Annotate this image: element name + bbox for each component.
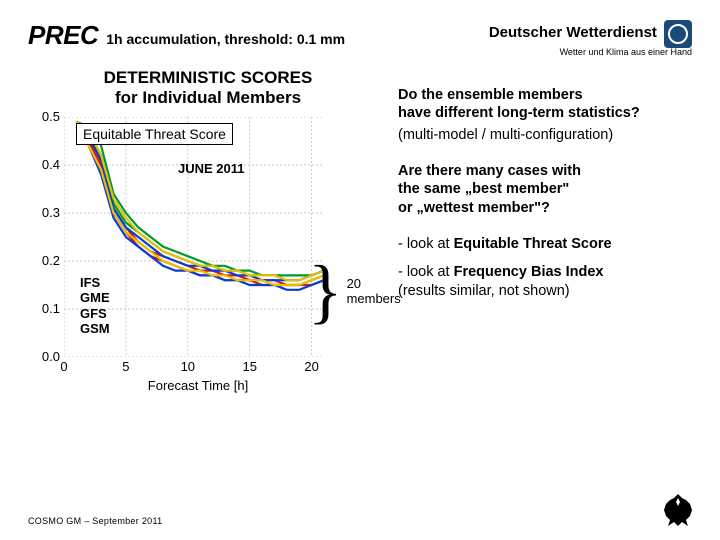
legend-item: GFS: [80, 306, 110, 322]
chart-box-label: Equitable Threat Score: [76, 123, 233, 145]
x-tick-label: 0: [54, 359, 74, 374]
y-tick-label: 0.1: [30, 301, 60, 316]
section-heading-l2: for Individual Members: [115, 88, 301, 107]
x-tick-label: 5: [116, 359, 136, 374]
footer-text: COSMO GM – September 2011: [28, 516, 162, 526]
chart-period-label: JUNE 2011: [178, 161, 245, 176]
section-heading: DETERMINISTIC SCORES for Individual Memb…: [28, 68, 388, 109]
x-axis-title: Forecast Time [h]: [28, 378, 368, 393]
ets-chart: Equitable Threat Score JUNE 2011 IFSGMEG…: [28, 115, 368, 375]
eagle-icon: [660, 490, 696, 530]
dwd-swirl-icon: [664, 20, 692, 48]
q1-l1: Do the ensemble members: [398, 87, 583, 103]
y-tick-label: 0.5: [30, 109, 60, 124]
dwd-logo: Deutscher Wetterdienst Wetter und Klima …: [489, 20, 692, 58]
legend-item: IFS: [80, 275, 110, 291]
q2-l3: or „wettest member"?: [398, 200, 550, 216]
q2-l1: Are there many cases with: [398, 163, 581, 179]
logo-line1: Deutscher Wetterdienst: [489, 24, 657, 41]
questions-panel: Do the ensemble members have different l…: [398, 68, 692, 375]
y-tick-label: 0.3: [30, 205, 60, 220]
question-1: Do the ensemble members have different l…: [398, 86, 692, 144]
x-tick-label: 20: [302, 359, 322, 374]
a2-bold: Frequency Bias Index: [454, 264, 604, 280]
brace-label: 20 members: [347, 276, 401, 306]
question-2: Are there many cases with the same „best…: [398, 162, 692, 216]
brace-icon: }: [308, 265, 343, 317]
a2-post: (results similar, not shown): [398, 283, 570, 299]
q1-l2: have different long-term statistics?: [398, 105, 640, 121]
y-tick-label: 0.2: [30, 253, 60, 268]
q2-l2: the same „best member": [398, 181, 569, 197]
legend-item: GME: [80, 290, 110, 306]
title-main: PREC: [28, 20, 98, 51]
answer-2: - look at Frequency Bias Index (results …: [398, 263, 692, 301]
slide-header: PREC 1h accumulation, threshold: 0.1 mm …: [28, 20, 692, 58]
title-sub: 1h accumulation, threshold: 0.1 mm: [106, 31, 345, 47]
y-tick-label: 0.4: [30, 157, 60, 172]
answer-1: - look at Equitable Threat Score: [398, 235, 692, 254]
chart-legend: IFSGMEGFSGSM: [80, 275, 110, 337]
legend-item: GSM: [80, 321, 110, 337]
x-tick-label: 15: [240, 359, 260, 374]
a1-pre: - look at: [398, 236, 454, 252]
q1-sub: (multi-model / multi-configuration): [398, 126, 692, 144]
a2-pre: - look at: [398, 264, 454, 280]
brace-block: } 20 members: [308, 265, 401, 317]
a1-bold: Equitable Threat Score: [454, 236, 612, 252]
logo-line2: Wetter und Klima aus einer Hand: [489, 48, 692, 58]
x-tick-label: 10: [178, 359, 198, 374]
section-heading-l1: DETERMINISTIC SCORES: [104, 68, 313, 87]
